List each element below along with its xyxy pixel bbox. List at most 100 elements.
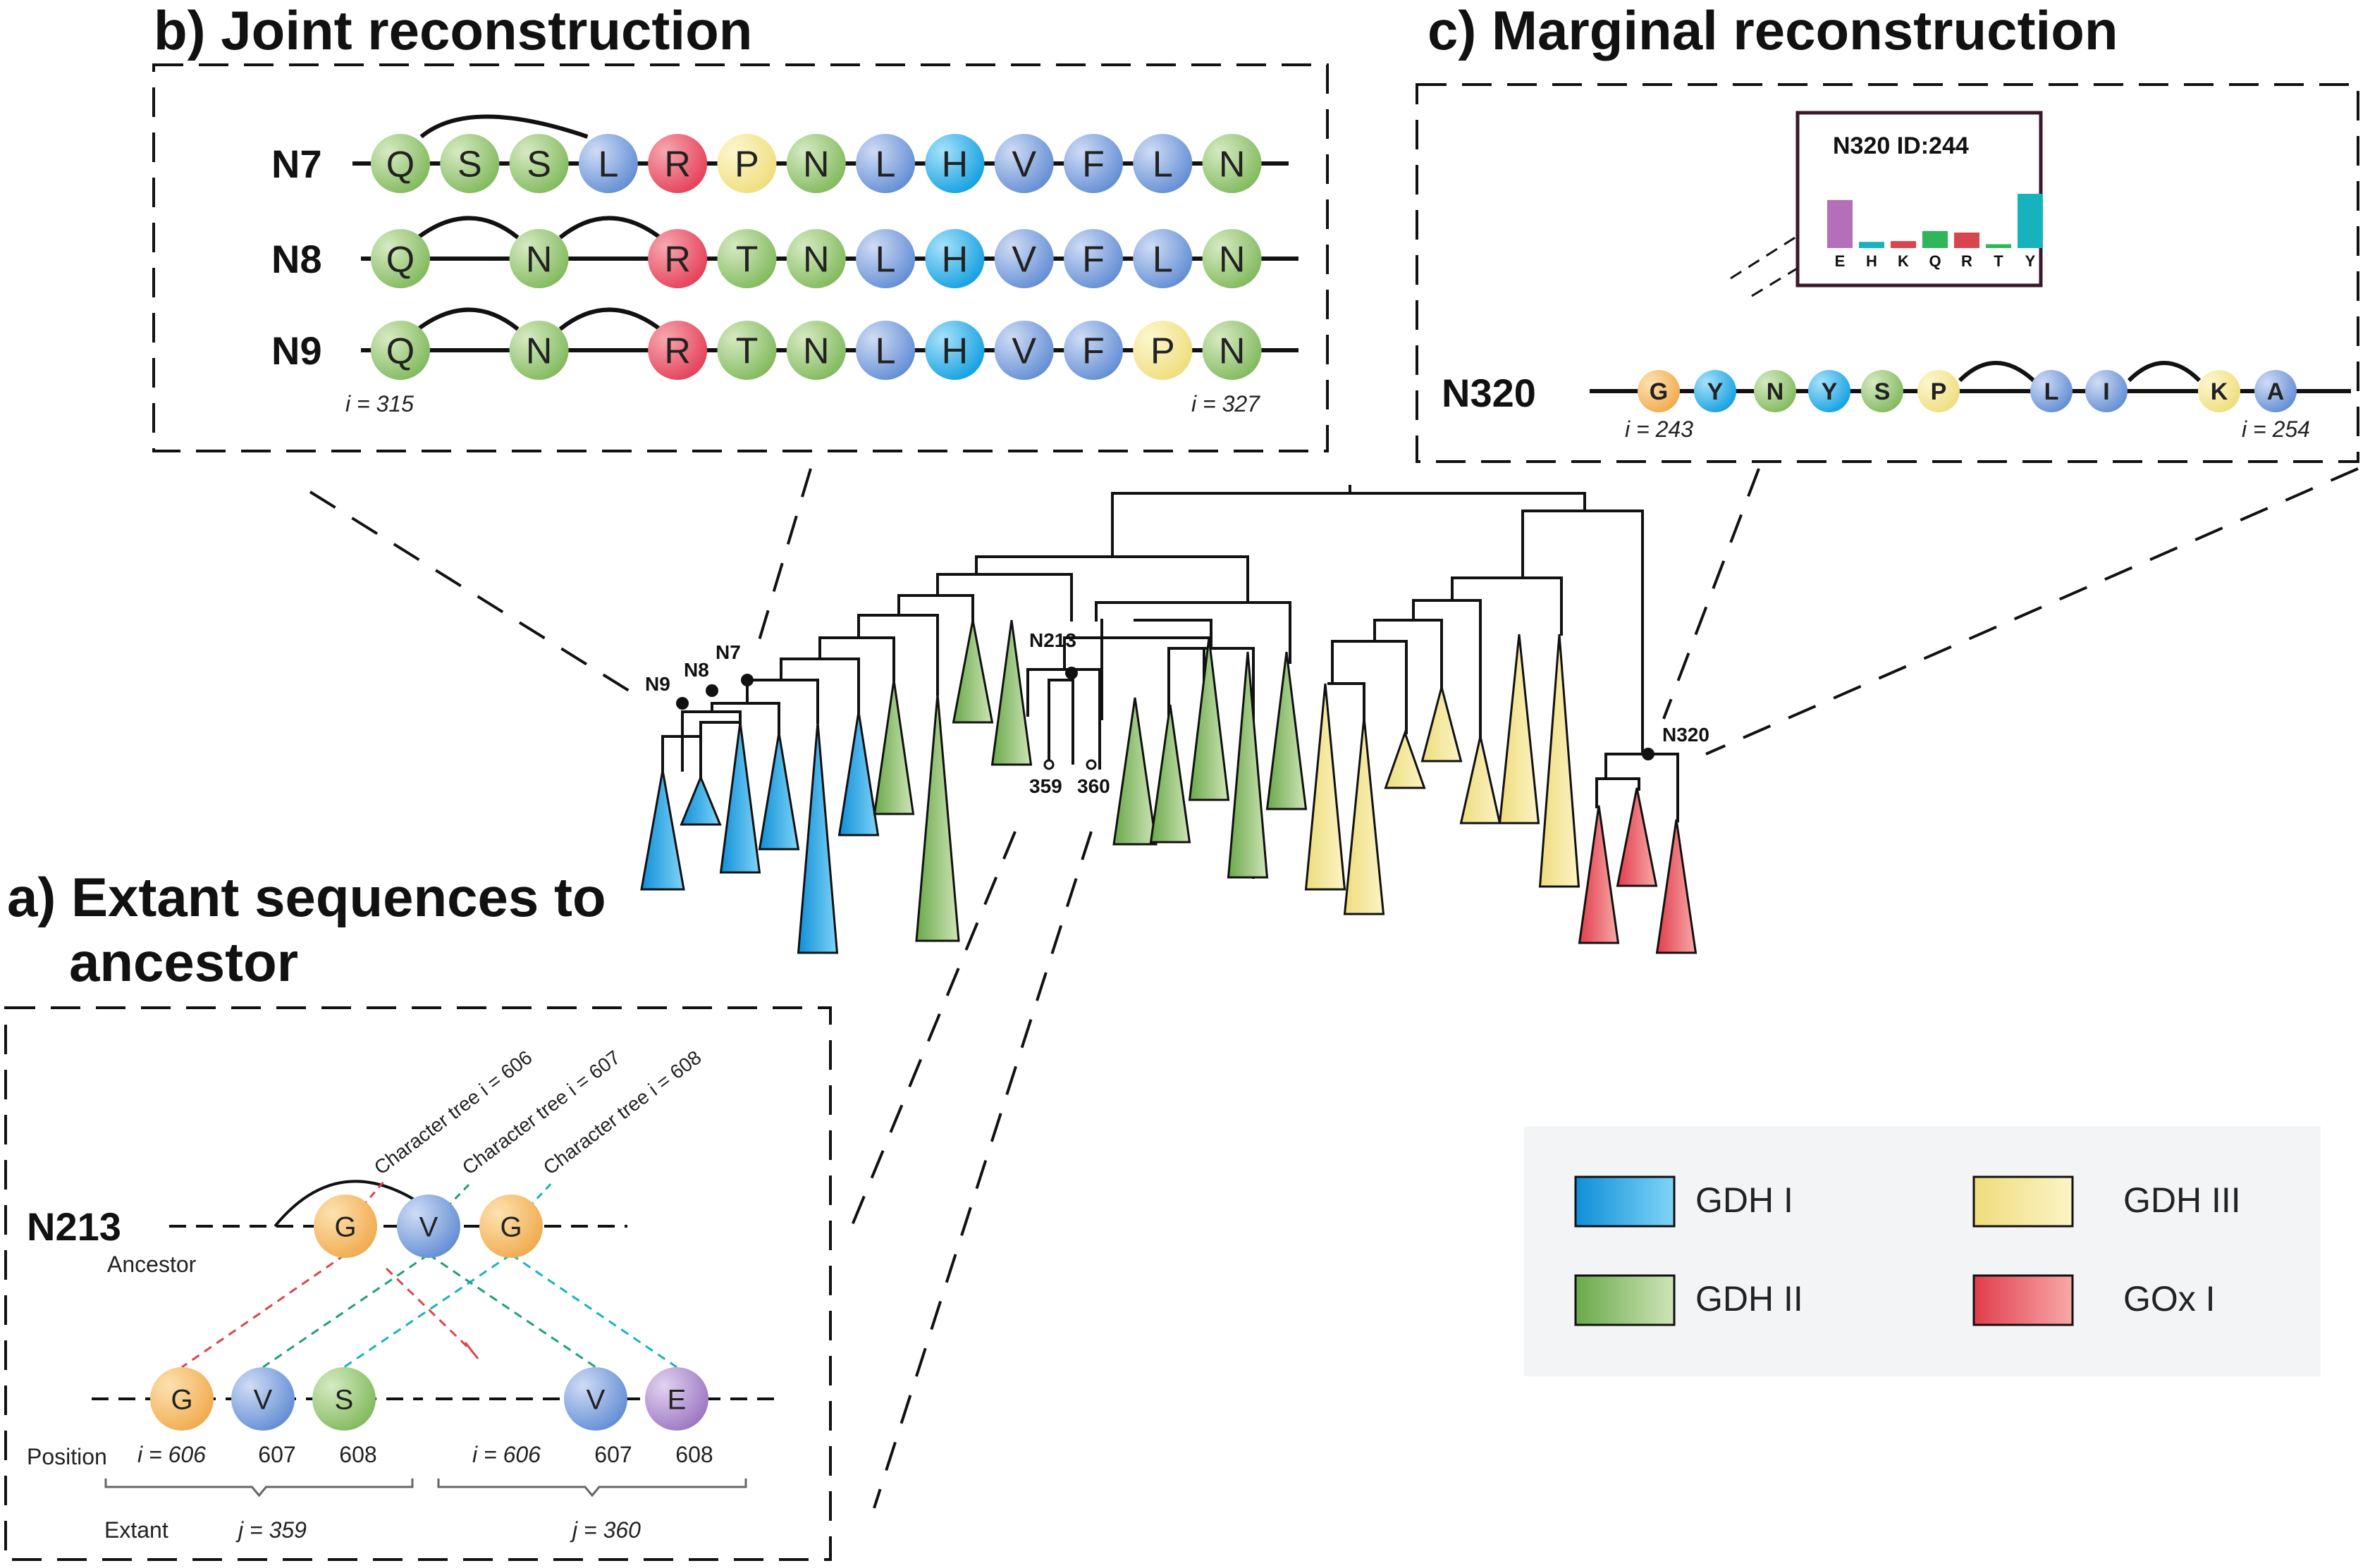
clade-triangle — [1149, 704, 1191, 844]
node-n9-dot — [676, 697, 689, 710]
residue-letter: G — [334, 1211, 356, 1242]
leaf-360-dot — [1086, 759, 1097, 770]
residue-f — [1064, 229, 1123, 288]
legend-label: GDH III — [2123, 1180, 2241, 1220]
residue-r — [648, 134, 708, 193]
residue-q — [371, 229, 430, 288]
residue-letter: L — [598, 144, 618, 185]
residue-letter: S — [1874, 378, 1891, 405]
residue-n — [1202, 321, 1262, 380]
residue-v — [397, 1194, 460, 1258]
residue-letter: P — [735, 144, 759, 185]
residue-letter: N — [1219, 331, 1246, 372]
gap-arc — [1958, 361, 2036, 383]
clade-triangle — [1112, 697, 1158, 846]
residue-l — [856, 229, 916, 288]
residue-l — [1133, 229, 1193, 288]
residue-q — [371, 134, 430, 193]
residue-n — [1754, 370, 1796, 412]
extant-seq-360-caption: j = 360 — [570, 1517, 641, 1543]
residue-k — [2198, 370, 2240, 412]
residue-g — [1638, 370, 1680, 412]
residue-t — [717, 321, 777, 380]
character-tree-label: Character tree i = 607 — [458, 1047, 625, 1179]
clade-triangle — [1384, 729, 1426, 789]
panel-c-box — [1416, 83, 2359, 463]
residue-letter: V — [1012, 240, 1036, 280]
insertion-arc — [419, 114, 589, 139]
inset-bar-k — [1891, 241, 1916, 248]
node-label-n320: N320 — [1662, 724, 1709, 746]
inset-bar-label: K — [1898, 252, 1909, 270]
inset-bar-label: Q — [1929, 252, 1941, 270]
clade-triangle — [990, 619, 1033, 766]
ancestor-label: N213 — [27, 1204, 121, 1249]
residue-l — [578, 134, 638, 193]
marginal-end-index: i = 254 — [2242, 416, 2310, 442]
legend-label: GOx I — [2123, 1279, 2216, 1319]
clade-triangle — [873, 679, 915, 815]
clade-triangle — [758, 732, 800, 851]
residue-letter: V — [254, 1384, 273, 1415]
inset-bar-r — [1954, 233, 1979, 248]
node-label-n9: N9 — [645, 673, 670, 695]
residue-letter: Q — [386, 331, 415, 372]
residue-letter: N — [1219, 144, 1246, 185]
residue-q — [371, 321, 430, 380]
inset-bar-label: R — [1961, 252, 1972, 270]
inset-bar-e — [1827, 199, 1853, 248]
node-label-n7: N7 — [716, 641, 741, 663]
position-caption: Position — [27, 1444, 107, 1469]
legend-swatch — [1972, 1175, 2074, 1228]
residue-letter: V — [1012, 331, 1036, 372]
extant-bracket — [437, 1479, 747, 1498]
inset-bar-label: H — [1866, 252, 1877, 270]
residue-letter: F — [1082, 144, 1105, 185]
residue-letter: N — [803, 240, 830, 280]
mapping-line — [262, 1253, 429, 1369]
row-label-n9: N9 — [271, 328, 322, 373]
residue-g — [150, 1367, 214, 1431]
mapping-line-blocked — [385, 1267, 474, 1353]
residue-letter: Y — [1822, 378, 1838, 405]
ancestor-arc — [274, 1180, 424, 1228]
residue-letter: L — [1153, 240, 1173, 280]
mapping-line — [343, 1253, 512, 1369]
extant-caption: Extant — [104, 1517, 168, 1543]
leaf-label-359: 359 — [1029, 775, 1062, 797]
residue-letter: P — [1150, 331, 1175, 372]
residue-letter: R — [664, 331, 691, 372]
marginal-label: N320 — [1442, 371, 1536, 415]
residue-letter: L — [876, 144, 896, 185]
residue-letter: E — [668, 1384, 687, 1415]
residue-letter: K — [2211, 378, 2228, 405]
residue-letter: S — [335, 1384, 354, 1415]
residue-letter: G — [171, 1384, 192, 1415]
residue-n — [786, 229, 846, 288]
marginal-start-index: i = 243 — [1625, 416, 1693, 442]
residue-v — [994, 134, 1054, 193]
node-n7-dot — [741, 674, 754, 686]
residue-v — [994, 321, 1054, 380]
residue-r — [648, 321, 708, 380]
leaf-359-dot — [1043, 759, 1055, 770]
residue-f — [1064, 134, 1123, 193]
residue-letter: T — [736, 331, 759, 372]
residue-l — [856, 134, 916, 193]
residue-letter: Y — [1707, 378, 1724, 405]
residue-v — [564, 1367, 627, 1431]
residue-s — [509, 134, 569, 193]
position-label: 608 — [339, 1442, 376, 1467]
position-label: 607 — [594, 1442, 632, 1467]
residue-letter: I — [2103, 378, 2109, 405]
residue-letter: N — [526, 240, 553, 280]
clade-triangle — [1188, 637, 1230, 801]
clade-triangle — [719, 722, 761, 874]
residue-p — [1917, 370, 1960, 412]
residue-letter: L — [1153, 144, 1173, 185]
clade-triangle — [837, 711, 880, 837]
residue-n — [786, 321, 846, 380]
position-label: i = 606 — [137, 1442, 206, 1467]
